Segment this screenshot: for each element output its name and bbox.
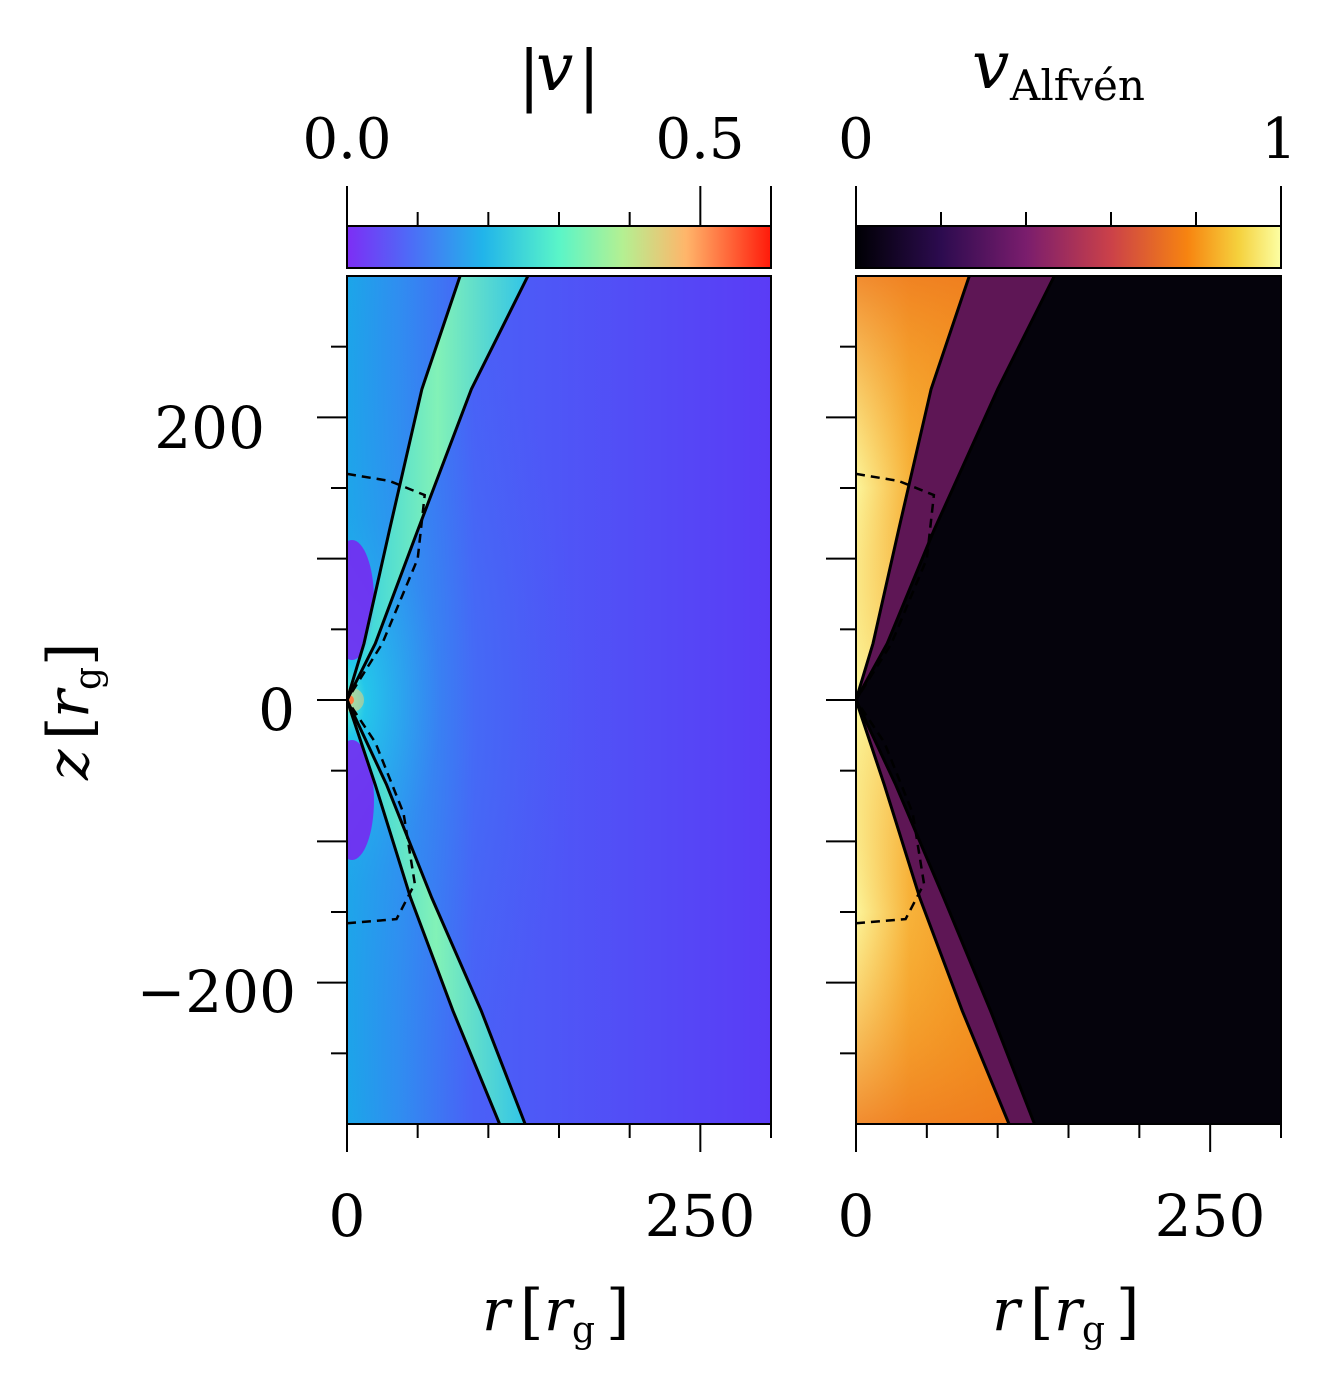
velocity-contour-solid-upper-0 [347, 276, 462, 701]
panel-alfven: 0 1 v Alfvén 0 250 r [ r g ] [826, 27, 1297, 1351]
velocity-colorbar-tick-high: 0.5 [655, 107, 744, 172]
velocity-title-bar-left: | [518, 37, 540, 114]
x-tick-label-250-alfven: 250 [1155, 1182, 1266, 1250]
velocity-colorbar-tick-low: 0.0 [302, 107, 391, 172]
alfven-contour-solid-upper-0 [856, 276, 971, 701]
x-axis-label-unit: r [1054, 1276, 1085, 1344]
x-axis-label-bracket-open: [ [520, 1277, 543, 1347]
x-axis-label-unit: r [544, 1276, 575, 1344]
y-axis [317, 345, 347, 1055]
alfven-contour-dashed-lower [856, 699, 926, 925]
x-axis-label-var: r [992, 1276, 1023, 1344]
alfven-colorbar: 0 1 v Alfvén [838, 27, 1297, 269]
alfven-colorbar-tick-high: 1 [1261, 107, 1297, 172]
y-tick-label-minus-200: −200 [137, 958, 296, 1026]
y-axis-alfven [826, 345, 856, 1055]
y-axis-label-bracket-open: [ [35, 717, 105, 740]
y-axis-label-bracket-close: ] [35, 643, 105, 666]
y-axis-label-unit-sub: g [68, 667, 109, 690]
velocity-contour-solid-lower-0 [347, 699, 501, 1124]
alfven-title-sub: Alfvén [1009, 61, 1145, 110]
x-axis-label-bracket-open: [ [1030, 1277, 1053, 1347]
x-axis-label-alfven: r [ r g ] [992, 1276, 1139, 1351]
x-axis-label-unit-sub: g [572, 1310, 595, 1351]
alfven-title-var: v [972, 27, 1009, 104]
velocity-title-var: v [536, 29, 573, 106]
x-axis-alfven [855, 1124, 1282, 1152]
panel-velocity: 0.0 0.5 | v | 200 0 −200 z [ r g ] 0 250… [34, 29, 772, 1351]
alfven-contour-solid-lower-0 [856, 699, 1011, 1124]
x-tick-label-0-alfven: 0 [838, 1182, 875, 1250]
x-axis-label-velocity: r [ r g ] [482, 1276, 629, 1351]
y-tick-label-0: 0 [258, 676, 295, 744]
x-axis-label-bracket-close: ] [606, 1277, 629, 1347]
alfven-colorbar-gradient [855, 225, 1282, 269]
velocity-colorbar-gradient [346, 225, 772, 269]
alfven-contour-solid-upper-1 [856, 276, 1056, 701]
x-axis-label-bracket-close: ] [1116, 1277, 1139, 1347]
velocity-contour-dashed-upper [347, 472, 427, 701]
x-axis-label-unit-sub: g [1082, 1310, 1105, 1351]
alfven-heatmap [856, 276, 1281, 1124]
velocity-contour-solid-upper-1 [347, 276, 530, 701]
x-tick-label-250-velocity: 250 [645, 1182, 756, 1250]
y-axis-label: z [ r g ] [34, 643, 109, 781]
y-axis-label-unit: r [34, 687, 102, 718]
velocity-colorbar: 0.0 0.5 | v | [302, 29, 772, 269]
alfven-contour-solid-lower-1 [856, 699, 1036, 1124]
velocity-heatmap [347, 276, 771, 1124]
velocity-colorbar-label: | v | [518, 29, 600, 114]
x-axis-velocity [346, 1124, 772, 1152]
alfven-contour-dashed-upper [856, 472, 936, 701]
x-axis-label-var: r [482, 1276, 513, 1344]
velocity-contour-solid-lower-1 [347, 699, 527, 1124]
y-axis-label-var: z [34, 749, 102, 781]
velocity-title-bar-right: | [578, 37, 600, 114]
x-tick-label-0-velocity: 0 [329, 1182, 366, 1250]
alfven-colorbar-label: v Alfvén [972, 27, 1145, 110]
y-tick-label-200: 200 [154, 394, 265, 462]
alfven-colorbar-tick-low: 0 [838, 107, 874, 172]
velocity-contour-dashed-lower [347, 699, 417, 925]
